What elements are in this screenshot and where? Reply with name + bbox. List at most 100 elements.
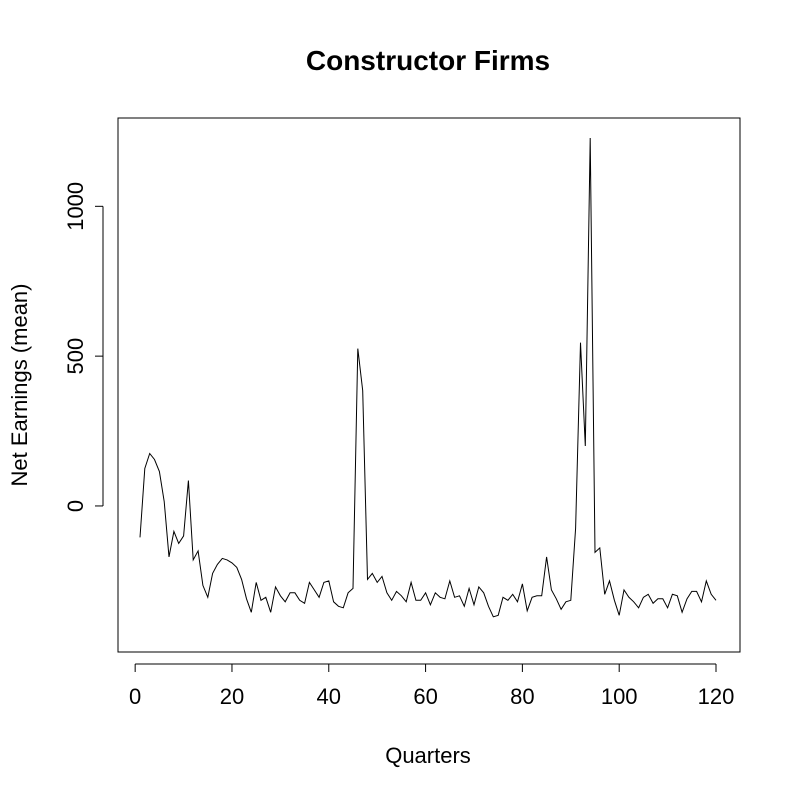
data-point: [687, 598, 688, 599]
y-tick-label: 0: [63, 500, 88, 512]
plot-area: [117, 117, 741, 653]
data-point: [280, 595, 281, 596]
data-point: [619, 615, 620, 616]
y-tick-label: 1000: [63, 182, 88, 231]
data-point: [691, 591, 692, 592]
data-point: [430, 604, 431, 605]
data-point: [154, 459, 155, 460]
x-axis: 0 20 40 60 80 100 120: [129, 663, 735, 709]
data-point: [202, 585, 203, 586]
data-point: [149, 453, 150, 454]
data-point: [314, 589, 315, 590]
data-point: [420, 600, 421, 601]
data-point: [522, 583, 523, 584]
data-point: [512, 594, 513, 595]
data-point: [478, 586, 479, 587]
data-point: [236, 567, 237, 568]
x-tick-label: 80: [510, 684, 534, 709]
data-points: [140, 138, 717, 618]
data-point: [377, 582, 378, 583]
data-point: [343, 607, 344, 608]
data-point: [614, 600, 615, 601]
data-point: [677, 595, 678, 596]
chart-title: Constructor Firms: [306, 45, 550, 76]
data-point: [633, 601, 634, 602]
data-point: [628, 597, 629, 598]
data-point: [178, 543, 179, 544]
data-point: [372, 573, 373, 574]
data-point: [624, 589, 625, 590]
data-point: [551, 589, 552, 590]
x-tick-label: 100: [601, 684, 638, 709]
data-point: [159, 471, 160, 472]
data-point: [367, 579, 368, 580]
x-tick-label: 60: [413, 684, 437, 709]
data-point: [546, 556, 547, 557]
data-point: [580, 342, 581, 343]
y-axis: 0 500 1000: [63, 182, 104, 512]
data-point: [319, 597, 320, 598]
data-point: [532, 597, 533, 598]
data-point: [294, 592, 295, 593]
data-point: [232, 562, 233, 563]
y-axis-label: Net Earnings (mean): [7, 284, 32, 487]
data-point: [672, 594, 673, 595]
data-point: [217, 564, 218, 565]
data-point: [565, 601, 566, 602]
data-point: [401, 595, 402, 596]
data-point: [474, 604, 475, 605]
data-point: [251, 612, 252, 613]
data-point: [469, 588, 470, 589]
data-point: [517, 601, 518, 602]
data-point: [212, 573, 213, 574]
data-point: [222, 558, 223, 559]
data-point: [556, 598, 557, 599]
data-point: [285, 601, 286, 602]
data-point: [328, 580, 329, 581]
data-point: [464, 606, 465, 607]
data-point: [711, 594, 712, 595]
x-tick-label: 120: [698, 684, 735, 709]
data-point: [188, 480, 189, 481]
data-point: [648, 594, 649, 595]
data-point: [256, 582, 257, 583]
data-point: [662, 598, 663, 599]
data-point: [411, 582, 412, 583]
data-point: [444, 598, 445, 599]
data-point: [362, 390, 363, 391]
data-point: [290, 592, 291, 593]
data-point: [527, 610, 528, 611]
data-point: [169, 556, 170, 557]
data-point: [609, 580, 610, 581]
data-point: [701, 601, 702, 602]
data-point: [570, 600, 571, 601]
x-tick-label: 20: [220, 684, 244, 709]
data-point: [265, 597, 266, 598]
data-point: [309, 582, 310, 583]
data-point: [173, 531, 174, 532]
x-tick-label: 0: [129, 684, 141, 709]
data-point: [682, 612, 683, 613]
data-point: [275, 586, 276, 587]
data-point: [483, 592, 484, 593]
data-point: [207, 597, 208, 598]
data-point: [459, 595, 460, 596]
data-point: [270, 612, 271, 613]
data-point: [590, 138, 591, 139]
data-point: [299, 600, 300, 601]
data-point: [425, 592, 426, 593]
data-point: [653, 603, 654, 604]
data-point: [140, 537, 141, 538]
data-point: [241, 579, 242, 580]
data-point: [706, 580, 707, 581]
data-point: [382, 576, 383, 577]
x-tick-label: 40: [317, 684, 341, 709]
data-point: [333, 601, 334, 602]
data-point: [696, 591, 697, 592]
data-point: [323, 582, 324, 583]
data-point: [391, 600, 392, 601]
data-point: [415, 600, 416, 601]
data-point: [348, 592, 349, 593]
data-point: [227, 559, 228, 560]
data-point: [406, 601, 407, 602]
